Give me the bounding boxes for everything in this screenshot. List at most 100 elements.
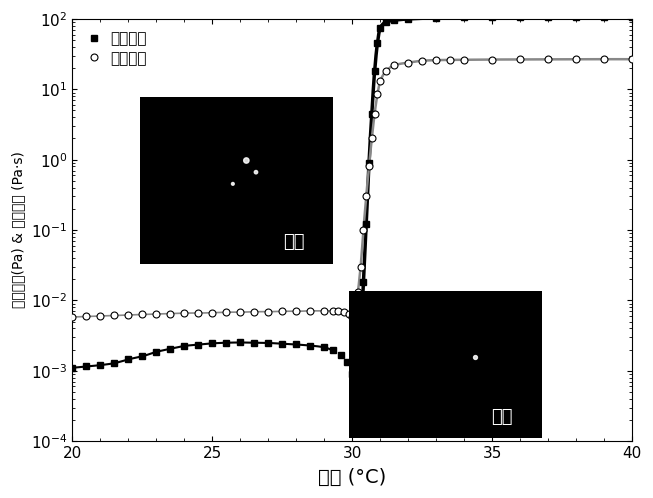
存储模量 bbox=[360, 279, 368, 285]
复数粘度 bbox=[376, 78, 384, 84]
复数粘度 bbox=[124, 312, 132, 318]
复数粘度 bbox=[572, 56, 580, 62]
复数粘度 bbox=[68, 314, 76, 320]
存储模量 bbox=[152, 349, 160, 355]
存储模量 bbox=[628, 13, 636, 19]
复数粘度 bbox=[293, 308, 300, 314]
Point bbox=[228, 180, 238, 188]
复数粘度 bbox=[419, 58, 426, 64]
存储模量 bbox=[278, 341, 286, 347]
存储模量 bbox=[167, 346, 174, 352]
复数粘度 bbox=[320, 308, 328, 314]
存储模量 bbox=[376, 25, 384, 31]
存储模量 bbox=[354, 386, 362, 392]
Text: 凝胶: 凝胶 bbox=[492, 408, 513, 426]
存储模量 bbox=[371, 68, 379, 74]
复数粘度 bbox=[390, 62, 398, 68]
存储模量 bbox=[337, 353, 345, 359]
复数粘度 bbox=[334, 308, 342, 314]
复数粘度 bbox=[278, 308, 286, 314]
复数粘度 bbox=[432, 57, 440, 63]
复数粘度 bbox=[362, 193, 370, 199]
存储模量 bbox=[82, 364, 90, 370]
Point bbox=[470, 354, 480, 362]
存储模量 bbox=[390, 17, 398, 23]
复数粘度 bbox=[264, 309, 272, 315]
复数粘度 bbox=[488, 57, 496, 63]
存储模量 bbox=[545, 13, 552, 19]
存储模量 bbox=[572, 13, 580, 19]
存储模量 bbox=[320, 344, 328, 350]
存储模量 bbox=[194, 342, 202, 348]
存储模量 bbox=[460, 14, 468, 20]
存储模量 bbox=[432, 15, 440, 21]
存储模量 bbox=[348, 371, 356, 377]
存储模量 bbox=[236, 340, 244, 346]
存储模量 bbox=[362, 222, 370, 228]
复数粘度 bbox=[600, 56, 608, 62]
存储模量 bbox=[365, 160, 373, 166]
Line: 存储模量: 存储模量 bbox=[69, 13, 635, 402]
复数粘度 bbox=[354, 289, 362, 295]
存储模量 bbox=[368, 111, 375, 117]
复数粘度 bbox=[167, 311, 174, 317]
存储模量 bbox=[264, 340, 272, 346]
复数粘度 bbox=[152, 311, 160, 317]
存储模量 bbox=[382, 19, 390, 25]
存储模量 bbox=[517, 13, 524, 19]
存储模量 bbox=[404, 16, 412, 22]
Point bbox=[251, 168, 261, 176]
复数粘度 bbox=[345, 312, 353, 318]
复数粘度 bbox=[374, 91, 381, 97]
存储模量 bbox=[306, 343, 314, 349]
复数粘度 bbox=[368, 135, 375, 141]
复数粘度 bbox=[348, 314, 356, 320]
存储模量 bbox=[124, 357, 132, 363]
复数粘度 bbox=[460, 57, 468, 63]
存储模量 bbox=[68, 365, 76, 371]
复数粘度 bbox=[138, 312, 146, 318]
存储模量 bbox=[180, 343, 188, 349]
复数粘度 bbox=[340, 309, 347, 315]
复数粘度 bbox=[194, 310, 202, 316]
复数粘度 bbox=[250, 309, 258, 315]
复数粘度 bbox=[382, 68, 390, 74]
复数粘度 bbox=[371, 111, 379, 117]
存储模量 bbox=[343, 359, 351, 365]
复数粘度 bbox=[357, 264, 364, 270]
复数粘度 bbox=[222, 309, 230, 315]
复数粘度 bbox=[306, 308, 314, 314]
复数粘度 bbox=[517, 56, 524, 62]
存储模量 bbox=[328, 347, 336, 353]
存储模量 bbox=[351, 386, 359, 392]
复数粘度 bbox=[110, 312, 118, 318]
存储模量 bbox=[600, 13, 608, 19]
复数粘度 bbox=[404, 60, 412, 66]
复数粘度 bbox=[365, 163, 373, 169]
Legend: 存储模量, 复数粘度: 存储模量, 复数粘度 bbox=[80, 26, 151, 70]
复数粘度 bbox=[96, 313, 104, 319]
存储模量 bbox=[357, 340, 364, 346]
复数粘度 bbox=[360, 227, 368, 233]
复数粘度 bbox=[628, 56, 636, 62]
存储模量 bbox=[250, 340, 258, 346]
存储模量 bbox=[293, 342, 300, 348]
复数粘度 bbox=[236, 309, 244, 315]
复数粘度 bbox=[446, 57, 454, 63]
存储模量 bbox=[110, 360, 118, 366]
X-axis label: 温度 (°C): 温度 (°C) bbox=[318, 468, 387, 487]
存储模量 bbox=[138, 354, 146, 360]
Text: 溶液: 溶液 bbox=[283, 233, 304, 250]
存储模量 bbox=[374, 40, 381, 46]
存储模量 bbox=[208, 340, 216, 346]
存储模量 bbox=[488, 14, 496, 20]
Point bbox=[241, 156, 251, 164]
存储模量 bbox=[353, 396, 360, 402]
复数粘度 bbox=[208, 310, 216, 316]
复数粘度 bbox=[82, 314, 90, 320]
Y-axis label: 存储模量(Pa) & 复数粘度 (Pa·s): 存储模量(Pa) & 复数粘度 (Pa·s) bbox=[11, 151, 25, 308]
复数粘度 bbox=[351, 306, 359, 312]
复数粘度 bbox=[328, 308, 336, 314]
Line: 复数粘度: 复数粘度 bbox=[69, 56, 636, 321]
复数粘度 bbox=[180, 310, 188, 316]
